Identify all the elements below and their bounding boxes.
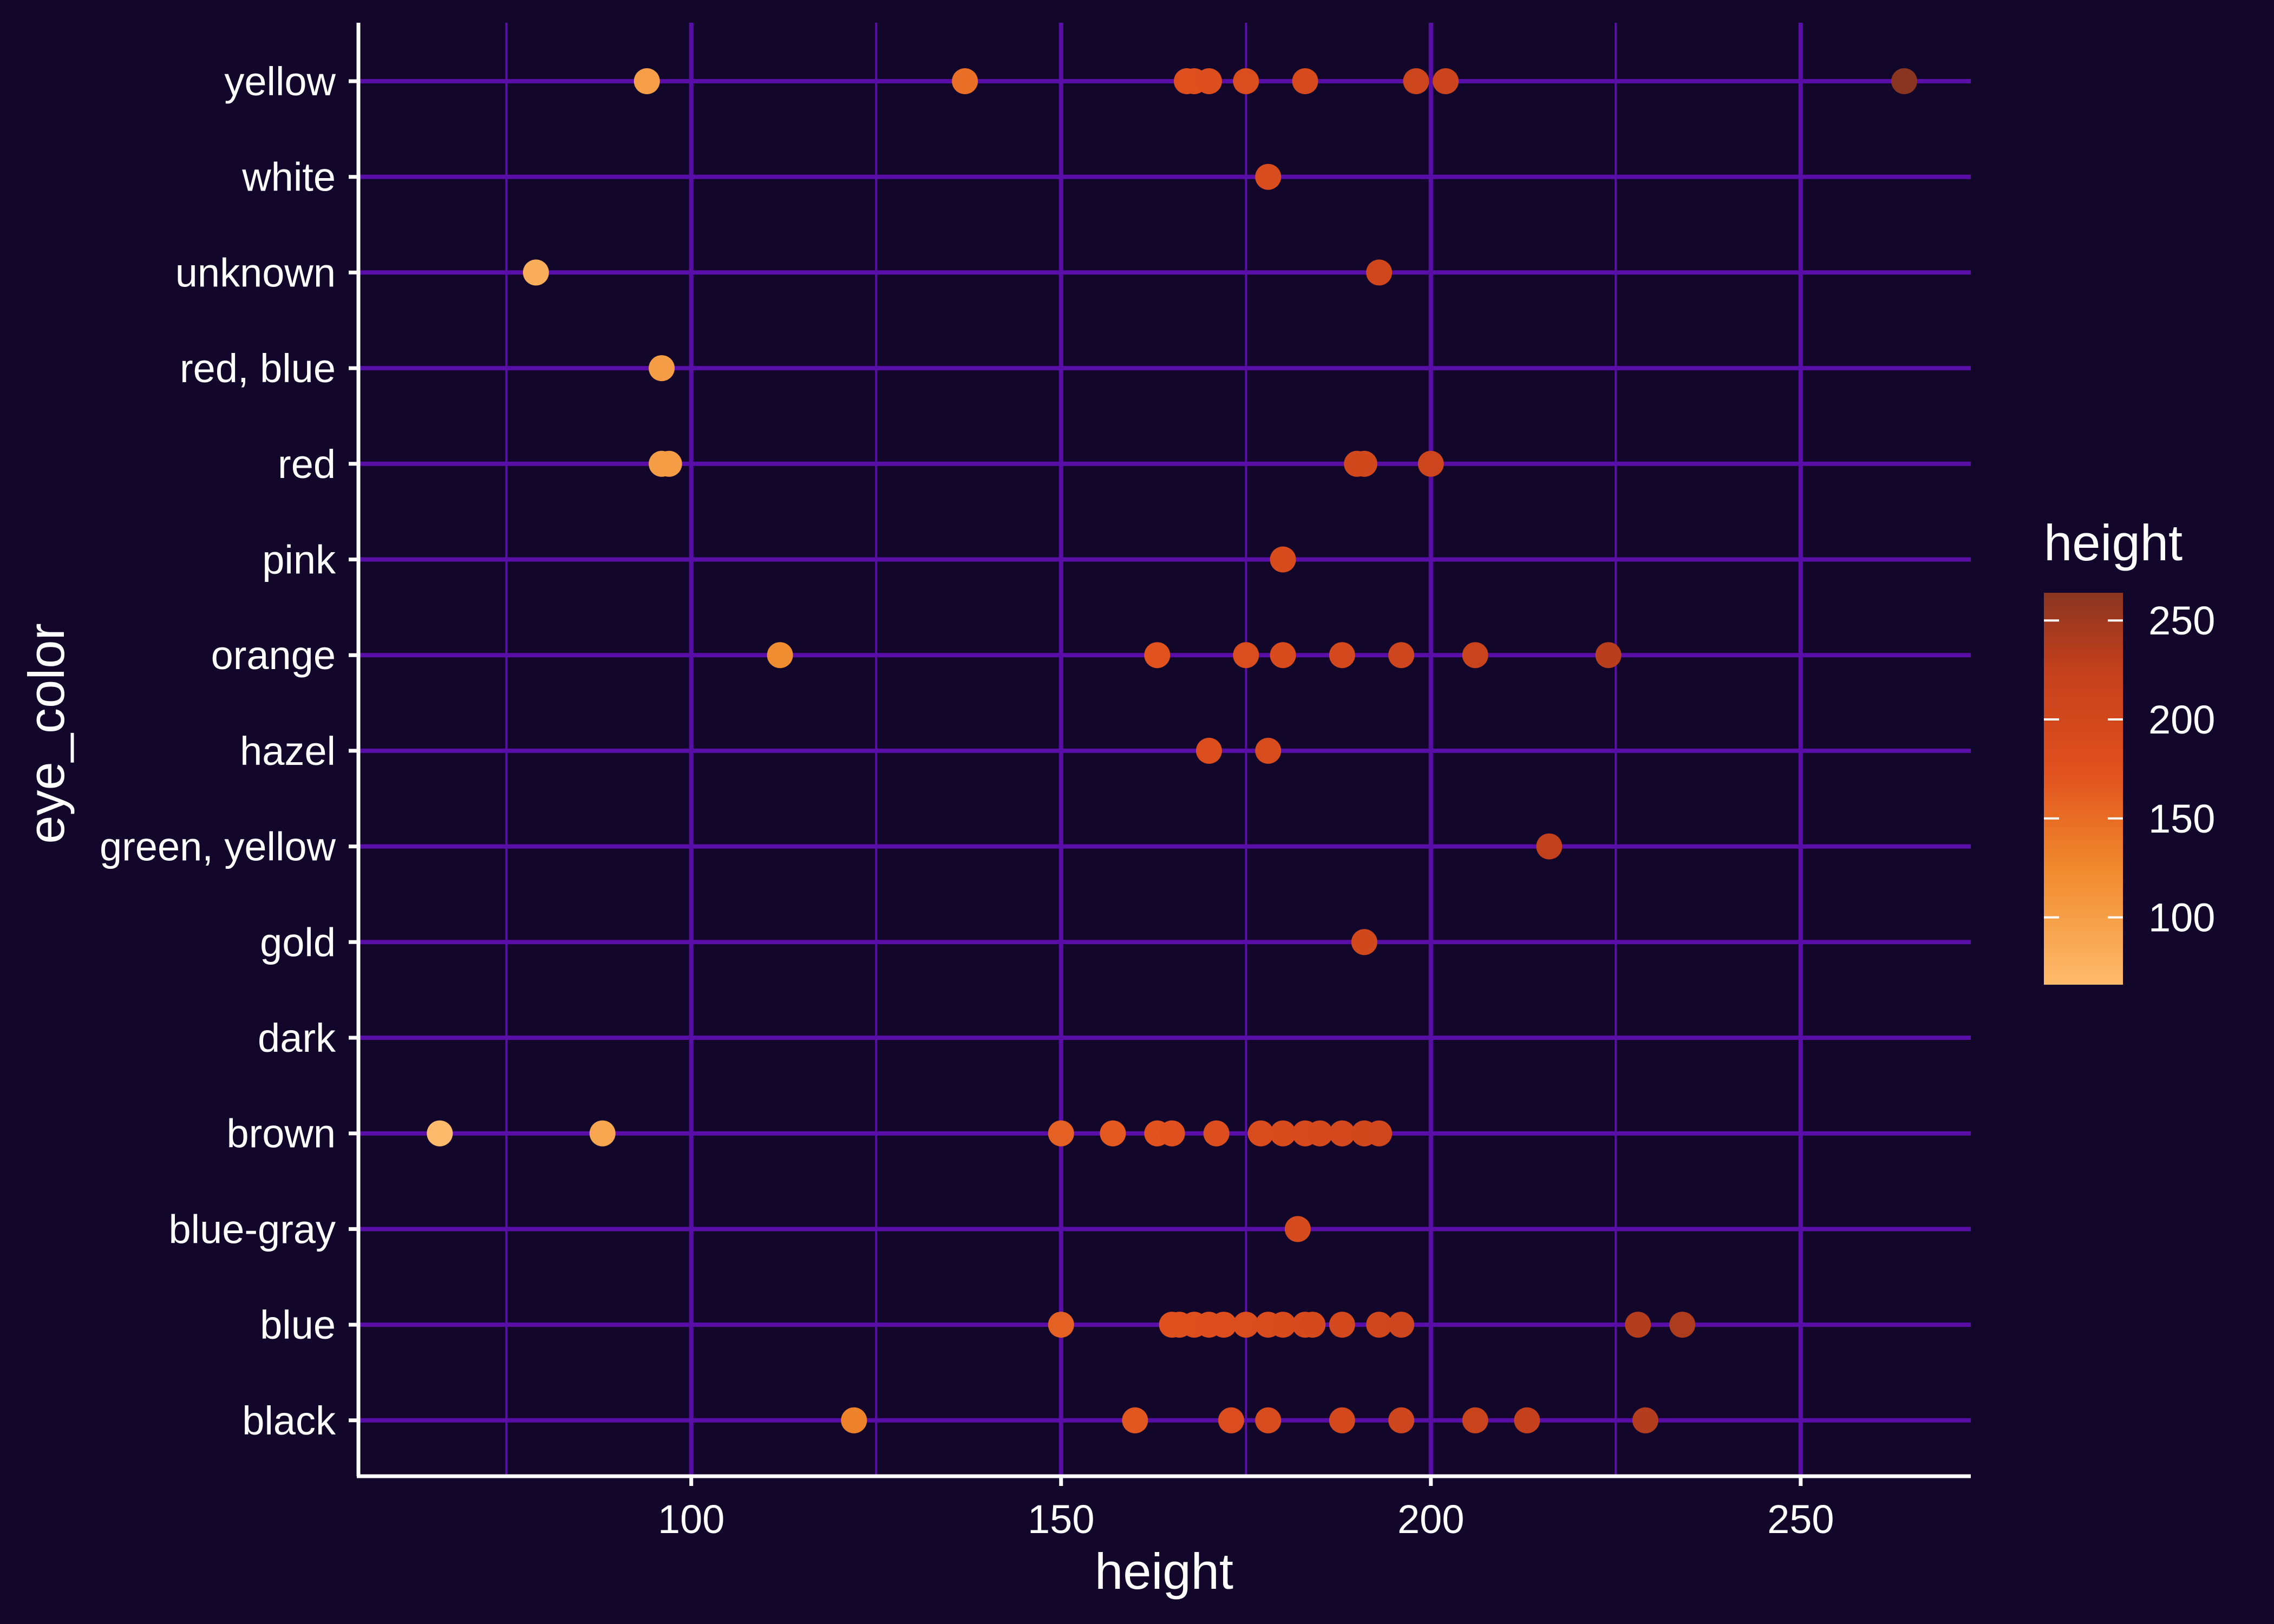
data-point: [841, 1407, 867, 1433]
data-point: [522, 259, 549, 286]
legend-break-label: 250: [2148, 598, 2215, 643]
y-tick-label: yellow: [224, 59, 336, 104]
legend-break-label: 150: [2148, 796, 2215, 841]
data-point: [1388, 642, 1415, 669]
color-legend: height 100 150 200 250: [2044, 514, 2215, 985]
data-point: [1417, 450, 1444, 477]
y-tick-label: red, blue: [180, 346, 336, 391]
y-axis-title: eye_color: [18, 623, 75, 844]
data-point: [1351, 929, 1377, 955]
legend-color-bar: [2044, 593, 2123, 985]
data-point: [1366, 259, 1393, 286]
data-point: [1218, 1407, 1244, 1433]
data-point: [1299, 1312, 1326, 1338]
data-point: [1366, 1120, 1393, 1147]
y-tick-label: pink: [262, 538, 336, 582]
points-layer: [427, 68, 1918, 1433]
data-point: [1255, 737, 1282, 764]
data-point: [1203, 1120, 1230, 1147]
data-point: [1891, 68, 1918, 94]
data-point: [767, 642, 793, 669]
y-tick-label: green, yellow: [100, 824, 336, 869]
data-point: [1270, 1312, 1296, 1338]
y-tick-label: dark: [258, 1016, 336, 1060]
data-point: [1632, 1407, 1658, 1433]
y-tick-label: white: [241, 155, 336, 200]
data-point: [1159, 1120, 1185, 1147]
data-point: [1433, 68, 1459, 94]
x-axis-title: height: [1095, 1543, 1233, 1600]
data-point: [1233, 1312, 1259, 1338]
data-point: [1233, 68, 1259, 94]
data-point: [1048, 1120, 1074, 1147]
data-point: [1122, 1407, 1148, 1433]
x-tick-label: 100: [658, 1497, 724, 1542]
x-tick-label: 250: [1767, 1497, 1834, 1542]
data-point: [1284, 1216, 1311, 1242]
data-point: [1233, 642, 1259, 669]
data-point: [633, 68, 660, 94]
data-point: [1388, 1407, 1415, 1433]
data-point: [589, 1120, 616, 1147]
data-point: [1100, 1120, 1126, 1147]
data-point: [1351, 450, 1377, 477]
y-tick-label: orange: [211, 633, 336, 678]
data-point: [1329, 1312, 1355, 1338]
data-point: [1625, 1312, 1651, 1338]
axis-layer: [349, 23, 1971, 1486]
labels-layer: height eye_color black blue blue-gray brown…: [18, 59, 1834, 1600]
data-point: [1306, 1120, 1333, 1147]
data-point: [1270, 1120, 1296, 1147]
data-point: [1462, 642, 1488, 669]
data-point: [656, 450, 682, 477]
data-point: [1195, 737, 1222, 764]
data-point: [1388, 1312, 1415, 1338]
data-point: [1247, 1120, 1274, 1147]
data-point: [649, 355, 675, 382]
data-point: [1255, 163, 1282, 190]
data-point: [1195, 68, 1222, 94]
data-point: [1292, 68, 1318, 94]
data-point: [1255, 1407, 1282, 1433]
y-tick-label: hazel: [240, 729, 336, 774]
legend-title: height: [2044, 514, 2182, 571]
data-point: [1514, 1407, 1540, 1433]
data-point: [1329, 642, 1355, 669]
data-point: [427, 1120, 453, 1147]
y-tick-label: blue-gray: [168, 1207, 336, 1252]
data-point: [1329, 1407, 1355, 1433]
data-point: [1211, 1312, 1237, 1338]
y-tick-label: black: [242, 1398, 336, 1443]
data-point: [1403, 68, 1429, 94]
data-point: [1536, 833, 1563, 860]
legend-break-label: 200: [2148, 697, 2215, 742]
y-tick-label: blue: [260, 1302, 336, 1347]
data-point: [1270, 546, 1296, 573]
data-point: [952, 68, 978, 94]
x-tick-label: 150: [1028, 1497, 1094, 1542]
data-point: [1366, 1312, 1393, 1338]
data-point: [1329, 1120, 1355, 1147]
y-tick-label: brown: [226, 1111, 336, 1156]
data-point: [1462, 1407, 1488, 1433]
legend-break-label: 100: [2148, 895, 2215, 940]
y-tick-label: unknown: [175, 250, 336, 295]
y-tick-label: gold: [260, 920, 336, 965]
grid-layer: [358, 23, 1971, 1476]
data-point: [1669, 1312, 1696, 1338]
data-point: [1595, 642, 1622, 669]
data-point: [1144, 642, 1171, 669]
x-tick-label: 200: [1397, 1497, 1464, 1542]
y-tick-label: red: [278, 442, 336, 487]
data-point: [1270, 642, 1296, 669]
data-point: [1048, 1312, 1074, 1338]
